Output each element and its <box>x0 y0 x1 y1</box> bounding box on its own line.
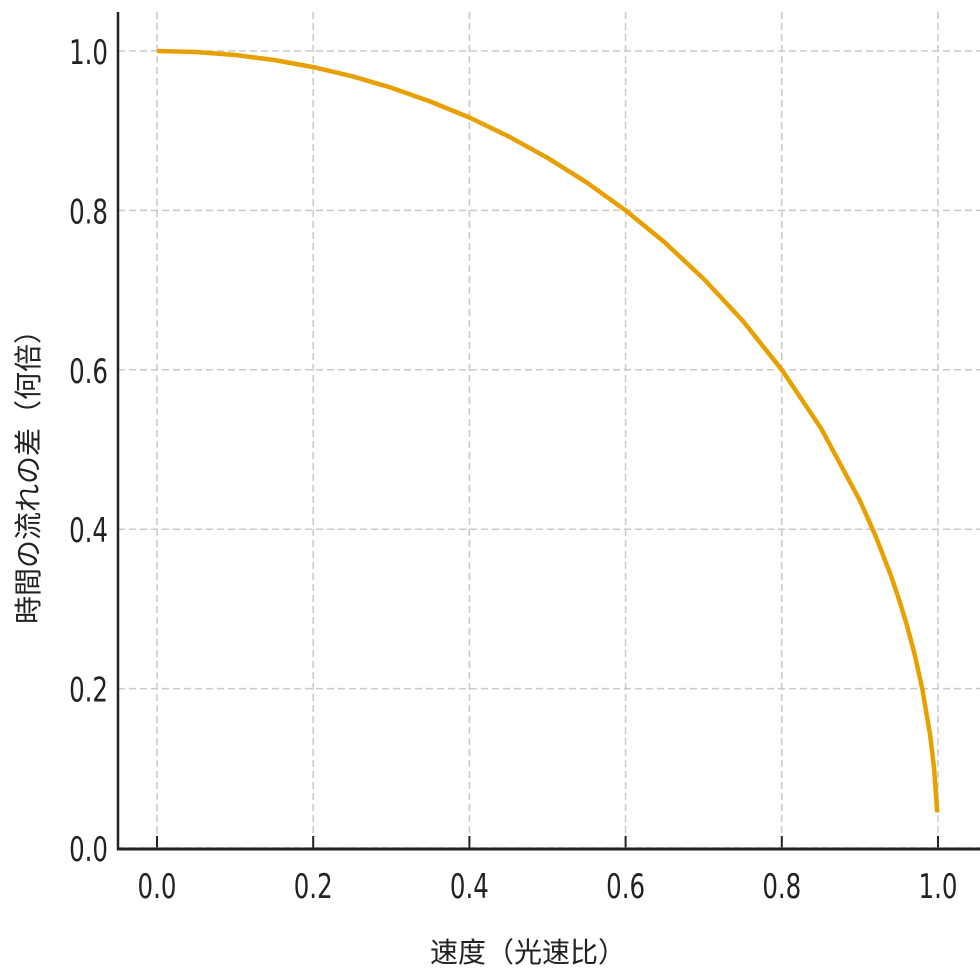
y-axis-label: 時間の流れの差（何倍） <box>12 316 45 624</box>
y-tick-label: 0.2 <box>69 671 108 710</box>
x-tick-label: 0.0 <box>138 867 177 906</box>
y-tick-label: 0.0 <box>69 830 108 869</box>
x-axis-label: 速度（光速比） <box>430 936 626 969</box>
x-tick-label: 0.2 <box>294 867 333 906</box>
x-ticks: 0.0 0.2 0.4 0.6 0.8 1.0 <box>138 867 958 906</box>
series-line <box>156 48 940 813</box>
y-tick-label: 0.6 <box>69 352 108 391</box>
y-tick-label: 0.4 <box>69 511 108 550</box>
x-tick-label: 0.8 <box>762 867 801 906</box>
y-tick-label: 0.8 <box>69 192 108 231</box>
grid <box>118 12 980 850</box>
y-tick-label: 1.0 <box>69 33 108 72</box>
x-tick-label: 0.4 <box>450 867 489 906</box>
y-ticks: 0.0 0.2 0.4 0.6 0.8 1.0 <box>69 33 108 869</box>
x-tick-label: 0.6 <box>606 867 645 906</box>
x-tick-label: 1.0 <box>919 867 958 906</box>
